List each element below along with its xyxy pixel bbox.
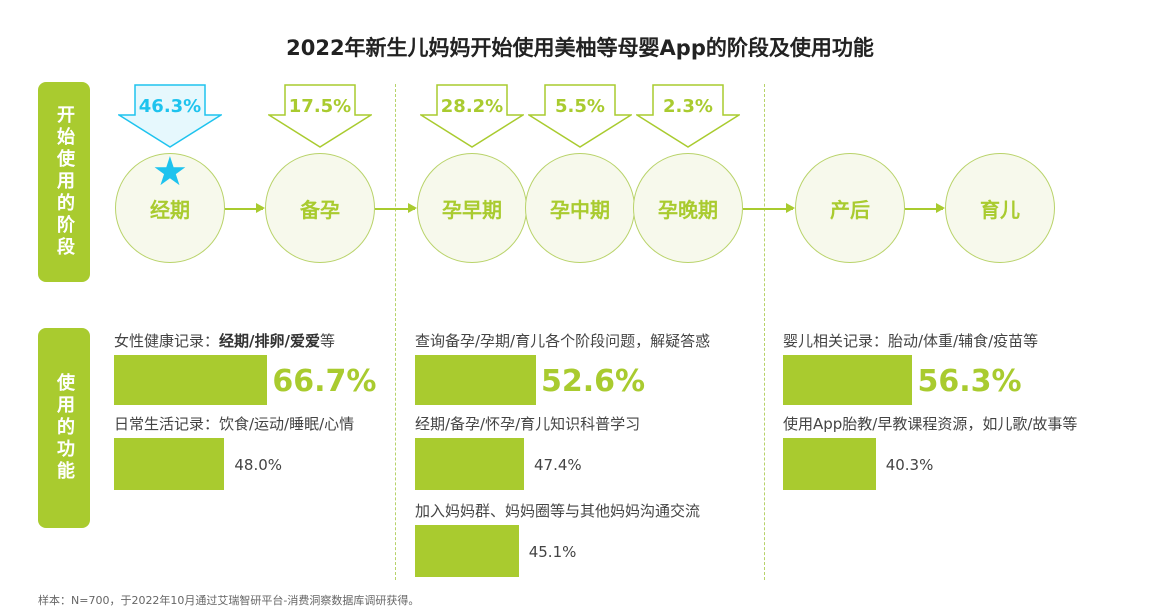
function-value: 48.0%	[234, 456, 283, 474]
stage-circle: 产后	[795, 153, 905, 263]
stage-circle: 备孕	[265, 153, 375, 263]
function-value: 66.7%	[272, 364, 377, 399]
flow-arrow	[375, 204, 417, 212]
stage-percent: 2.3%	[663, 96, 713, 117]
stage-circle: 育儿	[945, 153, 1055, 263]
stage-percent: 28.2%	[440, 96, 504, 117]
function-bar	[114, 438, 225, 490]
function-value: 52.6%	[540, 364, 646, 399]
function-value: 40.3%	[885, 456, 934, 474]
function-bar	[415, 355, 536, 405]
divider	[395, 84, 396, 580]
stage-circle: 经期	[115, 153, 225, 263]
function-label: 女性健康记录：经期/排卵/爱爱等	[114, 332, 335, 350]
flow-arrow	[225, 204, 265, 212]
stage-name: 育儿	[980, 197, 1020, 222]
stage-side-label: 开始使用的阶段	[38, 82, 90, 282]
function-value: 45.1%	[528, 543, 577, 561]
function-bar	[415, 438, 525, 490]
stage-name: 经期	[150, 197, 190, 222]
footnote: 样本：N=700，于2022年10月通过艾瑞智研平台-消费洞察数据库调研获得。	[38, 594, 420, 607]
stage-callout: 28.2%	[420, 84, 524, 148]
function-bar	[114, 355, 268, 405]
page-title: 2022年新生儿妈妈开始使用美柚等母婴App的阶段及使用功能	[286, 36, 874, 60]
stage-percent: 46.3%	[138, 96, 202, 117]
stage-circle: 孕晚期	[633, 153, 743, 263]
function-label: 婴儿相关记录：胎动/体重/辅食/疫苗等	[783, 332, 1039, 350]
stage-circle: 孕中期	[525, 153, 635, 263]
flow-arrow	[905, 204, 945, 212]
stage-name: 备孕	[300, 197, 340, 222]
stage-callout: 17.5%	[268, 84, 372, 148]
function-label: 使用App胎教/早教课程资源，如儿歌/故事等	[783, 415, 1078, 433]
function-label: 查询备孕/孕期/育儿各个阶段问题，解疑答惑	[415, 332, 711, 350]
stage-percent: 17.5%	[288, 96, 352, 117]
function-side-label: 使用的功能	[38, 328, 90, 528]
stage-callout: 46.3%	[118, 84, 222, 148]
stage-name: 孕早期	[442, 197, 502, 222]
star-icon: ★	[152, 149, 188, 195]
function-label: 经期/备孕/怀孕/育儿知识科普学习	[415, 415, 641, 433]
stage-name: 孕晚期	[658, 197, 718, 222]
stage-percent: 5.5%	[555, 96, 605, 117]
function-value: 47.4%	[534, 456, 582, 474]
stage-name: 产后	[830, 197, 870, 222]
stage-callout: 5.5%	[528, 84, 632, 148]
flow-arrow	[743, 204, 795, 212]
stage-circle: 孕早期	[417, 153, 527, 263]
stage-name: 孕中期	[550, 197, 610, 222]
function-bar	[415, 525, 519, 577]
function-bar	[783, 355, 913, 405]
function-value: 56.3%	[917, 364, 1022, 399]
function-label: 日常生活记录：饮食/运动/睡眠/心情	[114, 415, 355, 433]
stage-callout: 2.3%	[636, 84, 740, 148]
function-bar	[783, 438, 876, 490]
divider	[764, 84, 765, 580]
function-label: 加入妈妈群、妈妈圈等与其他妈妈沟通交流	[415, 502, 701, 520]
